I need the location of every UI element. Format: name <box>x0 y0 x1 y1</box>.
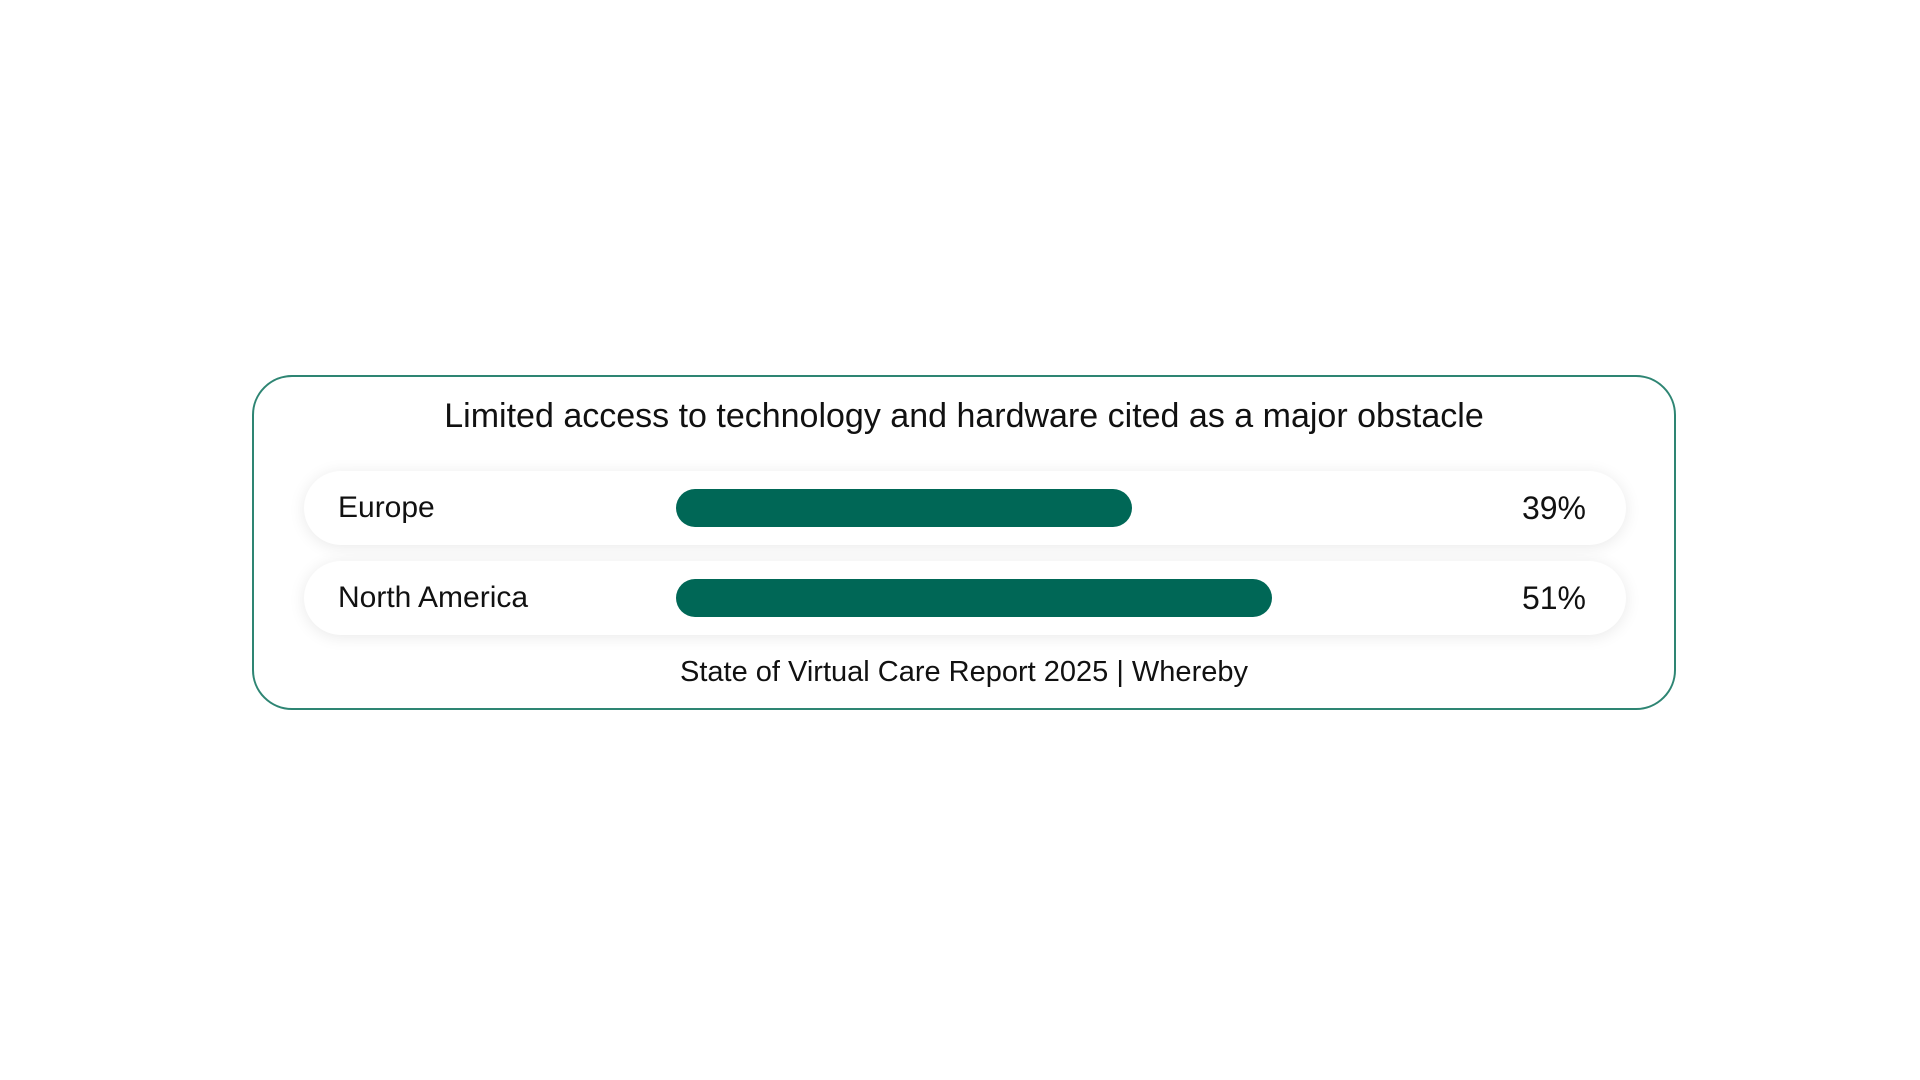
bar-europe <box>676 489 1132 527</box>
bar-rows: Europe 39% North America 51% <box>304 471 1626 651</box>
chart-title: Limited access to technology and hardwar… <box>444 397 1484 435</box>
bar-row-europe: Europe 39% <box>304 471 1626 545</box>
bar-track-europe <box>676 489 1436 527</box>
bar-row-north-america: North America 51% <box>304 561 1626 635</box>
value-label-north-america: 51% <box>1521 580 1586 616</box>
category-label-north-america: North America <box>338 581 529 614</box>
chart-card: Limited access to technology and hardwar… <box>252 375 1676 710</box>
bar-track-north-america <box>676 579 1436 617</box>
bar-north-america <box>676 579 1272 617</box>
category-label-europe: Europe <box>338 491 435 524</box>
source-caption: State of Virtual Care Report 2025 | Wher… <box>680 656 1248 688</box>
value-label-europe: 39% <box>1521 490 1586 526</box>
